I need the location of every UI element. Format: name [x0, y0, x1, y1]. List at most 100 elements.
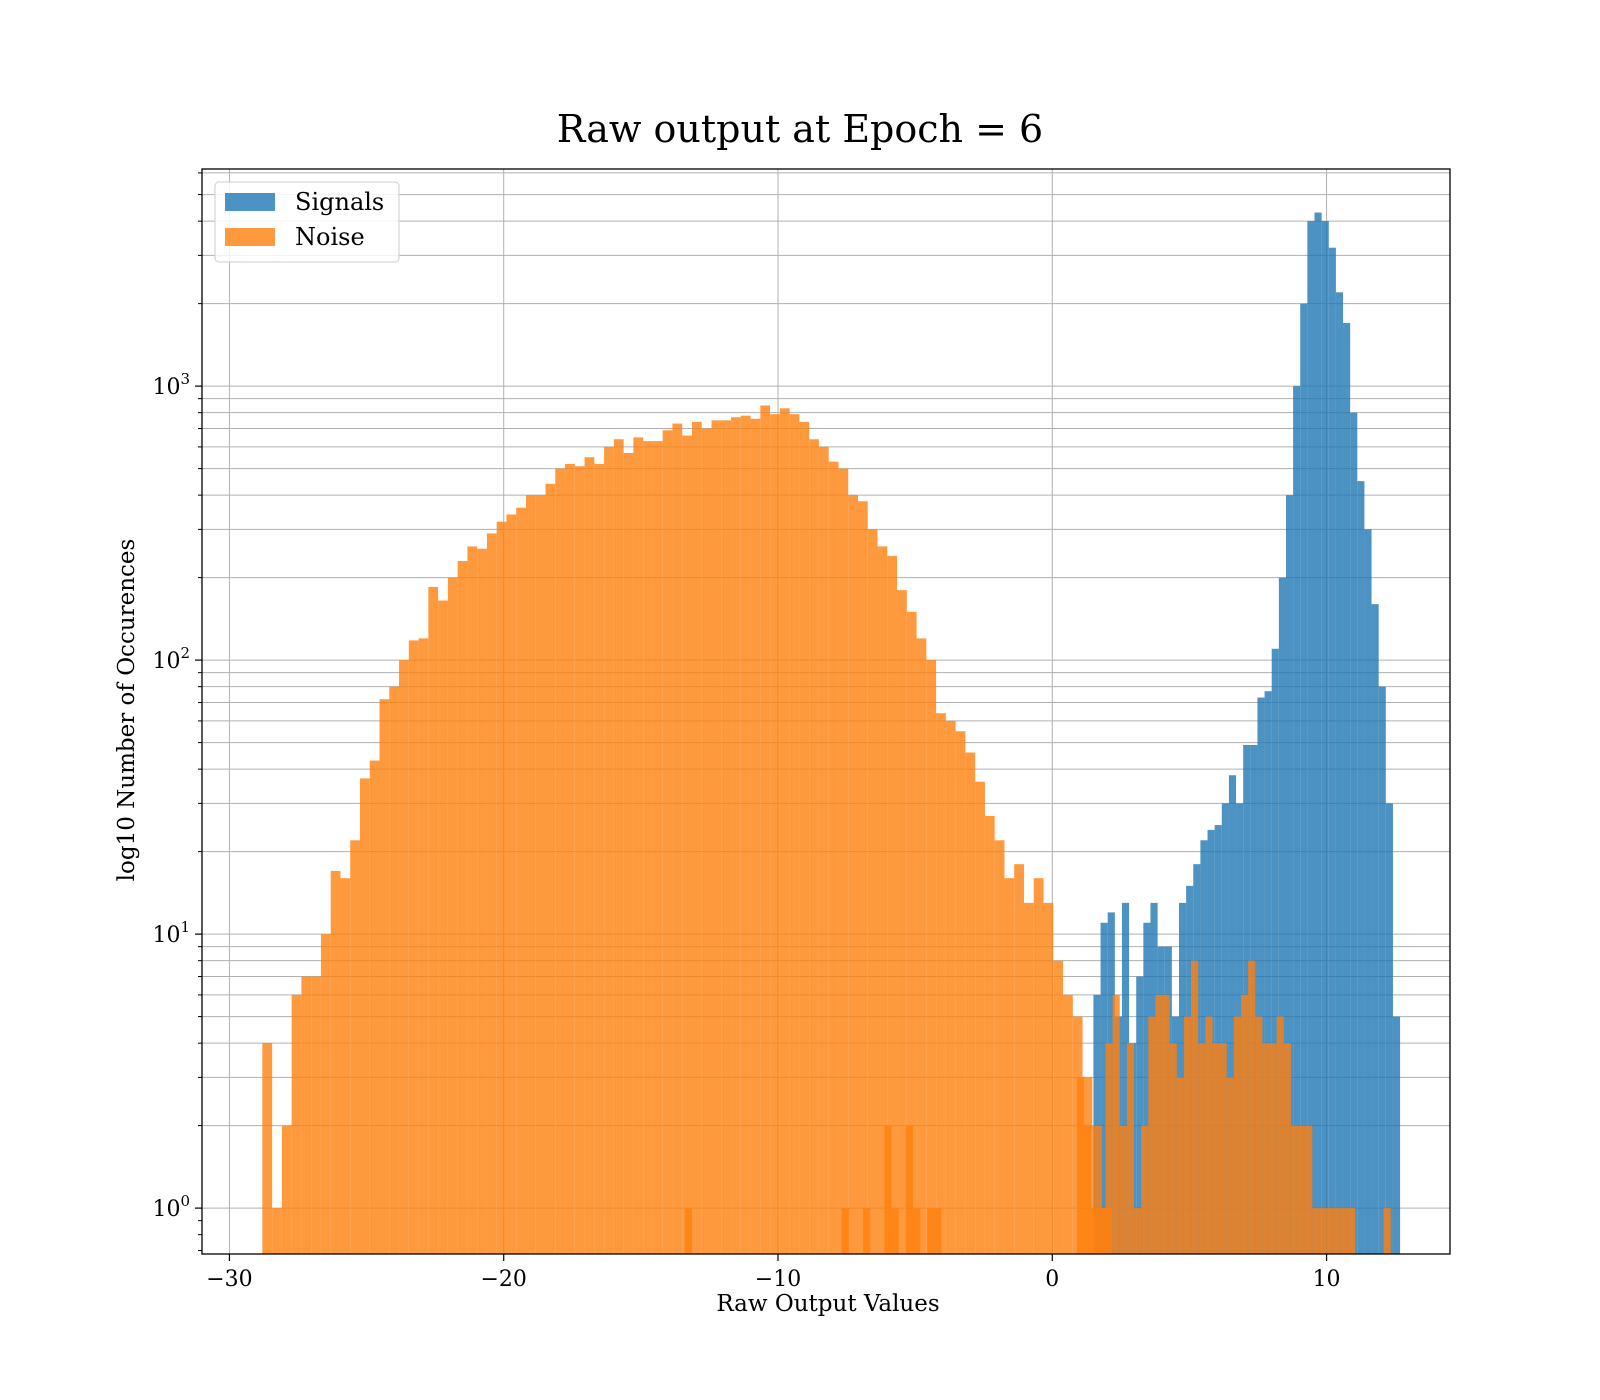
noise-tail-bar	[1148, 1016, 1156, 1254]
y-axis-label: log10 Number of Occurences	[114, 539, 140, 882]
noise-tail-bar	[1319, 1208, 1327, 1254]
noise-bar	[399, 660, 409, 1254]
legend: Signals Noise	[214, 181, 400, 263]
legend-swatch-noise	[225, 228, 275, 246]
noise-bar	[555, 468, 566, 1255]
noise-tail-bar	[1155, 994, 1163, 1254]
noise-bar	[750, 418, 761, 1254]
signals-bar	[1257, 697, 1265, 1254]
noise-bar	[887, 555, 898, 1254]
noise-bar	[379, 699, 390, 1254]
noise-bar	[408, 640, 419, 1254]
noise-tail-bar	[1098, 1208, 1106, 1254]
noise-tail-bar	[1298, 1125, 1306, 1254]
noise-bar	[799, 421, 810, 1255]
noise-bar	[418, 638, 429, 1254]
noise-bar	[936, 713, 946, 1254]
noise-bar	[623, 453, 634, 1254]
x-tick-label: 10	[1313, 1267, 1341, 1292]
noise-bar	[291, 994, 302, 1254]
y-tick-label: 101	[152, 918, 190, 948]
noise-bar	[877, 546, 888, 1254]
noise-bar	[604, 446, 614, 1254]
signals-bar	[1228, 775, 1237, 1254]
y-tick-label: 102	[152, 644, 190, 674]
noise-bar	[770, 414, 780, 1255]
noise-tail-bar	[1076, 1077, 1085, 1254]
noise-tail-bar	[1340, 1208, 1348, 1254]
signals-bar	[1093, 994, 1101, 1254]
signals-bar	[1371, 604, 1379, 1254]
noise-bar	[1023, 902, 1034, 1254]
noise-tail-bar	[1091, 1208, 1099, 1254]
noise-bar	[1004, 878, 1015, 1254]
noise-bar	[1053, 960, 1064, 1254]
noise-bar	[945, 720, 956, 1254]
noise-bar	[262, 1043, 273, 1254]
noise-bar	[828, 461, 839, 1254]
noise-bar	[359, 778, 370, 1254]
signals-bar	[1335, 292, 1344, 1254]
noise-tail-bar	[1240, 994, 1249, 1254]
noise-bar	[320, 934, 331, 1254]
noise-bar	[457, 560, 468, 1254]
noise-bar	[330, 870, 341, 1254]
signals-bar	[1100, 922, 1108, 1254]
noise-bar	[301, 976, 312, 1254]
noise-bar	[311, 976, 321, 1254]
signals-bar	[1214, 825, 1222, 1254]
noise-tail-bar	[863, 1208, 871, 1254]
y-tick-label: 103	[152, 370, 190, 400]
signals-bar	[1285, 495, 1294, 1254]
noise-bar	[584, 457, 595, 1254]
chart-title: Raw output at Epoch = 6	[557, 107, 1043, 151]
noise-tail-bar	[1283, 1043, 1291, 1254]
noise-tail-bar	[1347, 1208, 1356, 1254]
noise-bar	[272, 1208, 282, 1254]
noise-tail-bar	[1212, 1043, 1220, 1254]
signals-bar	[1136, 976, 1144, 1254]
noise-bar	[1092, 1125, 1103, 1254]
noise-bar	[672, 423, 683, 1255]
signals-bar	[1278, 577, 1286, 1254]
noise-bar	[613, 439, 624, 1254]
noise-tail-bar	[1255, 1016, 1263, 1254]
noise-bar	[428, 586, 439, 1254]
noise-bar	[662, 430, 673, 1254]
signals-bar	[1264, 691, 1272, 1254]
noise-tail-bar	[1119, 1125, 1127, 1254]
noise-bar	[838, 468, 849, 1255]
signals-bar	[1378, 686, 1386, 1254]
noise-bar	[438, 600, 448, 1254]
signals-bar	[1143, 922, 1151, 1254]
noise-tail-bar	[1126, 1043, 1135, 1254]
noise-tail-bar	[1276, 1016, 1284, 1254]
noise-bar	[535, 495, 546, 1254]
noise-tail-bar	[912, 1208, 921, 1254]
noise-tail-bar	[1176, 1077, 1184, 1254]
noise-bar	[994, 840, 1005, 1254]
noise-bar	[496, 521, 507, 1254]
noise-bar	[350, 840, 360, 1254]
signals-bar	[1385, 803, 1393, 1254]
noise-bar	[633, 437, 644, 1254]
noise-tail-bar	[1383, 1208, 1391, 1254]
noise-tail-bar	[1248, 960, 1256, 1254]
noise-bar	[574, 466, 585, 1255]
noise-bar	[1033, 878, 1044, 1254]
signals-bar	[1293, 386, 1301, 1254]
noise-tail-bar	[1169, 1043, 1177, 1254]
noise-bar	[594, 463, 605, 1255]
noise-bar	[789, 414, 800, 1255]
noise-bar	[711, 420, 722, 1255]
axis-ticks: −30 −20 −10 0 10 100 101 102 103	[152, 172, 1341, 1292]
signals-bar	[1271, 648, 1279, 1254]
noise-tail-bar	[905, 1125, 913, 1254]
signals-bar	[1328, 247, 1336, 1254]
noise-bar	[848, 495, 858, 1254]
noise-bar	[965, 752, 976, 1254]
noise-tail-bar	[1262, 1043, 1270, 1254]
signals-bar	[1321, 221, 1329, 1254]
noise-tail-bar	[1141, 1125, 1149, 1254]
noise-tail-bar	[1084, 1125, 1092, 1254]
